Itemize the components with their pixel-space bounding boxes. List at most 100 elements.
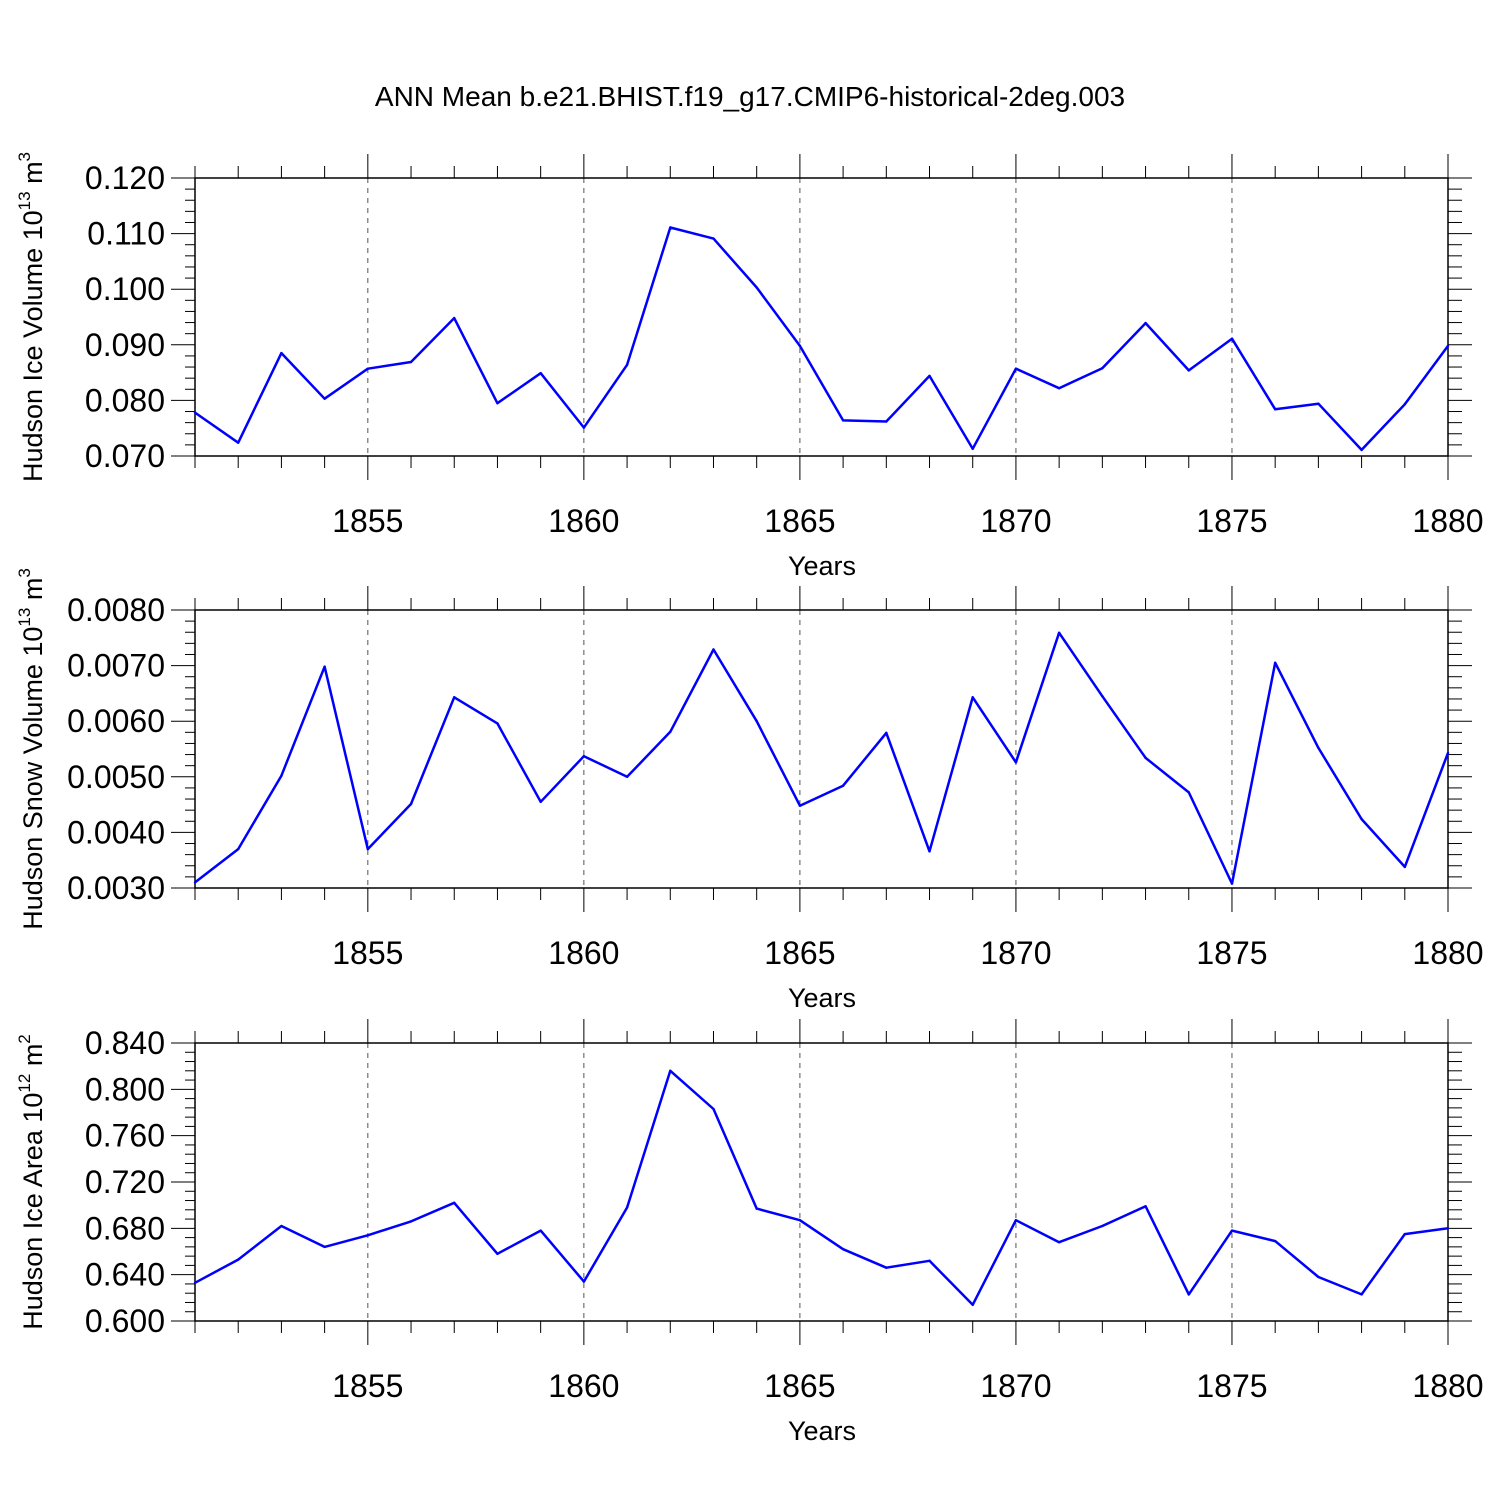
series-line [194,631,1450,885]
chart-panel-3: 0.600 0.640 0.680 0.720 0.760 0.800 0.840 1855 1… [15,1019,1484,1446]
y-tick-label: 0.640 [85,1257,165,1293]
data-point-1860 [582,426,586,429]
x-tick-label: 1880 [1412,935,1483,971]
data-point-1856 [409,802,413,806]
y-tick-label: 0.600 [85,1303,165,1339]
y-tick-label: 0.070 [85,438,165,474]
data-point-1872 [1101,1224,1104,1228]
data-point-1852 [237,441,240,444]
data-point-1878 [1360,448,1363,452]
y-tick-label: 0.0080 [67,592,165,628]
y-axis-label: Hudson Ice Area 1012 m2 [15,1034,48,1330]
y-axis-label-unit: m [18,578,48,608]
chart-panel-2: 0.0030 0.0040 0.0050 0.0060 0.0070 0.0080 1855… [15,568,1484,1013]
y-axis-label-text: Hudson Ice Area 10 [18,1093,48,1330]
data-point-1870 [1014,367,1018,370]
data-point-1861 [625,775,629,778]
series-line [194,1069,1449,1307]
data-point-1857 [453,696,456,699]
data-point-1872 [1101,366,1104,370]
data-point-1866 [841,1247,845,1251]
x-tick-label: 1865 [764,1368,835,1404]
data-point-1876 [1273,661,1277,665]
x-axis-label: Years [788,551,856,581]
data-point-1867 [885,731,888,735]
data-point-1863 [712,1107,715,1111]
chart-panel-1: 0.070 0.080 0.090 0.100 0.110 0.120 1855 1860 18… [15,152,1484,581]
y-tick-label: 0.0070 [67,648,165,684]
y-axis-label-unit-exponent: 3 [15,568,34,577]
plot-frame [194,609,1449,889]
data-point-1859 [539,1229,542,1232]
y-axis-label-exponent: 13 [15,608,34,627]
data-point-1871 [1057,1241,1061,1244]
data-point-1854 [323,397,326,400]
data-point-1880 [1446,344,1450,348]
data-point-1856 [409,360,413,364]
figure-title: ANN Mean b.e21.BHIST.f19_g17.CMIP6-histo… [375,81,1125,112]
data-point-1859 [539,371,542,375]
y-axis-label-text: Hudson Snow Volume 10 [18,627,48,930]
data-point-1853 [280,774,283,777]
y-axis-label-text: Hudson Ice Volume 10 [18,210,48,482]
data-point-1865 [798,344,802,348]
data-point-1868 [928,1259,931,1262]
y-axis-label: Hudson Snow Volume 1013 m3 [15,568,48,930]
data-point-1870 [1014,761,1018,764]
data-point-1868 [928,374,931,378]
data-point-1865 [798,804,802,807]
data-point-1873 [1144,756,1147,760]
data-point-1875 [1230,882,1234,885]
x-tick-label: 1870 [980,503,1051,539]
data-point-1875 [1230,1229,1234,1232]
data-point-1874 [1187,791,1190,794]
data-point-1867 [885,420,888,423]
data-point-1855 [366,847,370,851]
data-point-1871 [1057,631,1061,634]
data-point-1877 [1317,402,1320,405]
y-axis-label-unit-exponent: 3 [15,152,34,161]
data-point-1868 [928,850,931,853]
series-line [194,226,1450,452]
data-point-1862 [669,730,672,733]
y-axis-label-unit-exponent: 2 [15,1034,34,1043]
data-point-1869 [971,1303,974,1306]
data-point-1856 [409,1220,413,1223]
y-axis-label-exponent: 12 [15,1074,34,1093]
data-point-1879 [1403,1232,1406,1236]
data-point-1855 [366,1234,370,1237]
data-point-1862 [669,1069,672,1073]
data-point-1864 [755,720,758,723]
data-point-1869 [971,696,974,699]
data-point-1876 [1273,1239,1277,1243]
data-point-1853 [280,351,283,355]
data-point-1873 [1144,1205,1147,1208]
x-axis-label: Years [788,1416,856,1446]
y-axis-label-exponent: 13 [15,191,34,210]
data-point-1865 [798,1219,802,1222]
y-tick-label: 0.0030 [67,870,165,906]
data-point-1857 [453,1201,456,1205]
data-point-1852 [237,1258,240,1261]
y-tick-label: 0.680 [85,1210,165,1246]
y-tick-label: 0.0060 [67,703,165,739]
data-point-1858 [496,401,499,405]
data-point-1857 [453,316,456,320]
data-point-1854 [323,665,326,668]
x-tick-label: 1860 [548,503,619,539]
x-axis-label: Years [788,983,856,1013]
data-point-1873 [1144,321,1147,325]
x-tick-label: 1880 [1412,503,1483,539]
x-tick-label: 1855 [332,1368,403,1404]
data-point-1880 [1446,1227,1450,1230]
data-point-1854 [323,1245,326,1249]
data-point-1852 [237,847,240,851]
plot-frame [194,1042,1449,1322]
data-point-1877 [1317,746,1320,750]
y-axis-label-unit: m [18,161,48,191]
data-point-1880 [1446,751,1450,755]
data-point-1864 [755,286,758,289]
data-point-1875 [1230,337,1234,340]
data-point-1864 [755,1207,758,1210]
x-tick-label: 1865 [764,935,835,971]
